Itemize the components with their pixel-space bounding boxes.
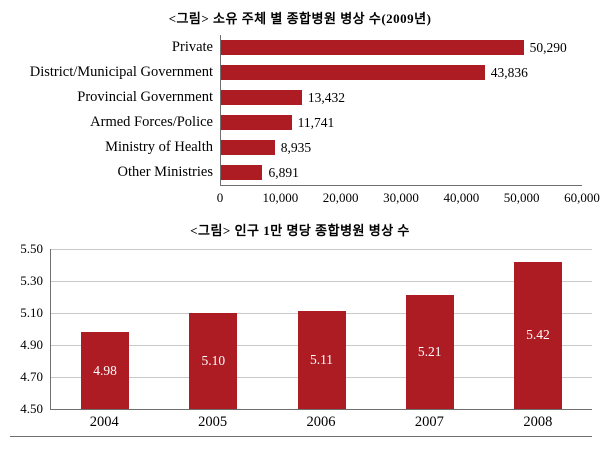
value-label: 50,290	[530, 40, 567, 56]
value-label: 5.42	[526, 327, 550, 343]
beds-per-population-chart: <그림> 인구 1만 명당 종합병원 병상 수 5.50 5.30 5.10 4.90…	[0, 206, 600, 437]
bar	[221, 90, 302, 105]
bar	[221, 40, 524, 55]
y-axis-tick-labels: 5.505.305.104.904.704.50	[10, 249, 50, 409]
bar-row: 11,741	[221, 110, 582, 135]
top-chart-title: <그림> 소유 주체 별 종합병원 병상 수(2009년)	[0, 0, 600, 27]
x-axis-tick-labels: 010,00020,00030,00040,00050,00060,000	[220, 188, 582, 206]
y-tick-label: 5.50	[20, 241, 43, 257]
plot-area: 4.98 5.10 5.11 5.21 5.42	[50, 249, 592, 410]
x-tick-label: 50,000	[504, 190, 540, 206]
horizontal-bar-plot: PrivateDistrict/Municipal GovernmentProv…	[8, 35, 582, 186]
bar: 4.98	[81, 332, 129, 409]
x-axis-tick-labels: 20042005200620072008	[50, 414, 592, 431]
x-tick-label: 2007	[375, 414, 483, 431]
vertical-bar-plot: 5.505.305.104.904.704.50 4.985.105.115.2…	[10, 249, 592, 410]
bars: 4.98 5.10 5.11 5.21 5.42	[51, 249, 592, 409]
bar-column: 5.10	[159, 249, 267, 409]
bar	[221, 115, 292, 130]
category-label: Private	[8, 35, 220, 60]
bar-row: 13,432	[221, 85, 582, 110]
value-label: 4.98	[93, 363, 117, 379]
y-tick-label: 5.30	[20, 273, 43, 289]
bar	[221, 165, 262, 180]
category-label: Armed Forces/Police	[8, 110, 220, 135]
bar-column: 5.11	[267, 249, 375, 409]
bar-column: 4.98	[51, 249, 159, 409]
value-label: 43,836	[491, 65, 528, 81]
x-tick-label: 2004	[50, 414, 158, 431]
bar-row: 43,836	[221, 60, 582, 85]
x-tick-label: 2006	[267, 414, 375, 431]
bar-row: 6,891	[221, 160, 582, 185]
x-tick-label: 10,000	[262, 190, 298, 206]
category-label: Other Ministries	[8, 160, 220, 185]
bar: 5.21	[406, 295, 454, 409]
x-tick-label: 2008	[484, 414, 592, 431]
category-axis-labels: PrivateDistrict/Municipal GovernmentProv…	[8, 35, 220, 186]
bar: 5.11	[298, 311, 346, 409]
bottom-chart-title: <그림> 인구 1만 명당 종합병원 병상 수	[0, 206, 600, 239]
category-label: Ministry of Health	[8, 135, 220, 160]
beds-by-ownership-chart: <그림> 소유 주체 별 종합병원 병상 수(2009년) PrivateDis…	[0, 0, 600, 206]
plot-area: 50,29043,836 13,432 11,741 8,935 6,891	[220, 35, 582, 186]
value-label: 8,935	[281, 140, 311, 156]
x-tick-label: 0	[217, 190, 224, 206]
y-tick-label: 4.70	[20, 369, 43, 385]
bar-row: 50,290	[221, 35, 582, 60]
y-tick-label: 4.50	[20, 401, 43, 417]
axis-spacer	[8, 188, 220, 206]
bar-column: 5.42	[484, 249, 592, 409]
bar-column: 5.21	[376, 249, 484, 409]
bar	[221, 140, 275, 155]
value-label: 6,891	[268, 165, 298, 181]
value-label: 5.10	[201, 353, 225, 369]
x-tick-label: 2005	[158, 414, 266, 431]
x-tick-label: 60,000	[564, 190, 600, 206]
report-page: <그림> 소유 주체 별 종합병원 병상 수(2009년) PrivateDis…	[0, 0, 600, 454]
bar-row: 8,935	[221, 135, 582, 160]
category-label: Provincial Government	[8, 85, 220, 110]
bar: 5.10	[189, 313, 237, 409]
category-label: District/Municipal Government	[8, 60, 220, 85]
value-label: 11,741	[298, 115, 335, 131]
x-axis: 010,00020,00030,00040,00050,00060,000	[8, 188, 582, 206]
value-label: 13,432	[308, 90, 345, 106]
value-label: 5.21	[418, 344, 442, 360]
x-tick-label: 30,000	[383, 190, 419, 206]
bar: 5.42	[514, 262, 562, 409]
y-tick-label: 4.90	[20, 337, 43, 353]
x-axis: 20042005200620072008	[10, 410, 592, 437]
y-tick-label: 5.10	[20, 305, 43, 321]
bar	[221, 65, 485, 80]
value-label: 5.11	[310, 352, 333, 368]
x-tick-label: 40,000	[443, 190, 479, 206]
x-tick-label: 20,000	[323, 190, 359, 206]
